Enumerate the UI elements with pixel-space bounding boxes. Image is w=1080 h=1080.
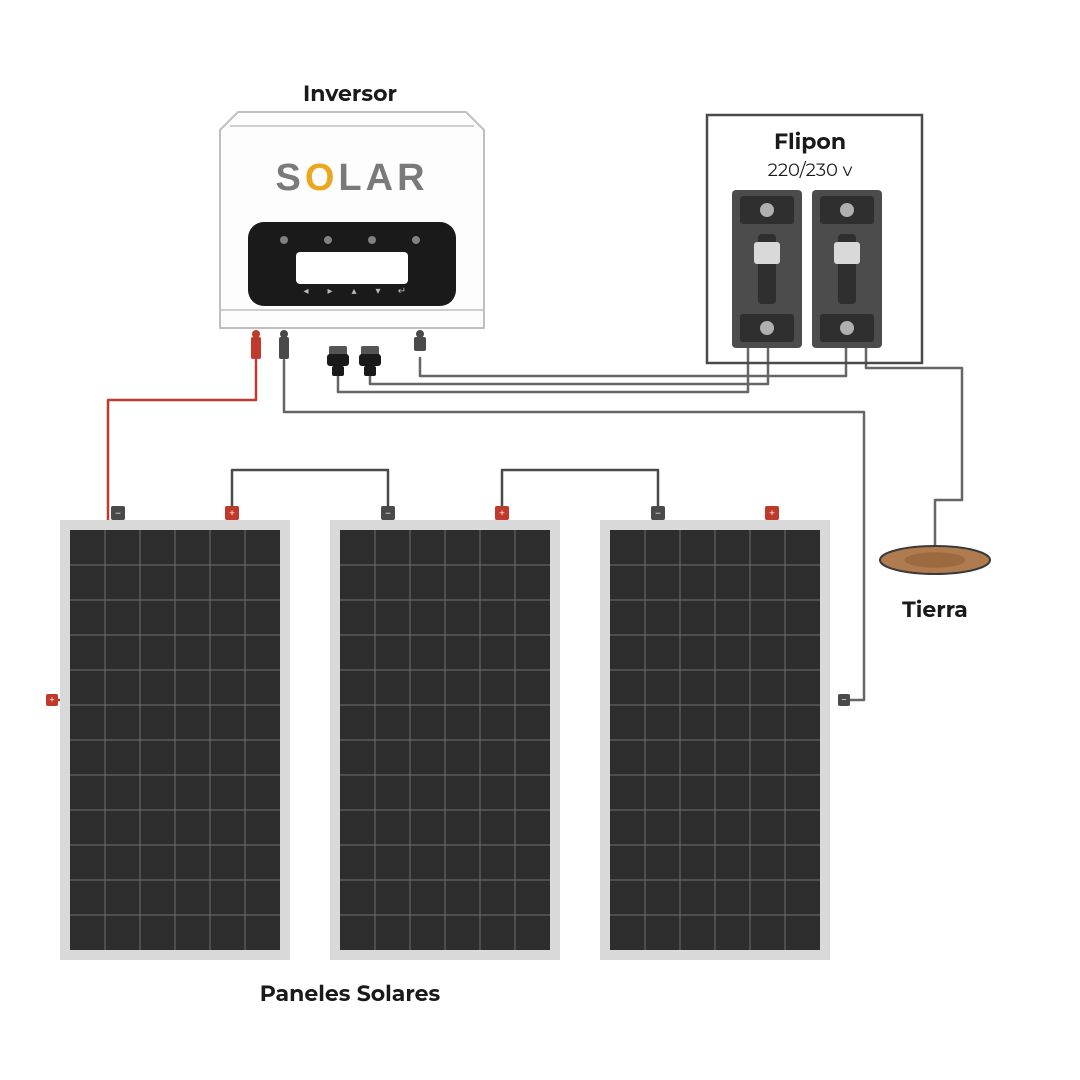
- wire-panel2_pos_to_panel3_neg: [502, 470, 658, 506]
- inverter-brand: SOLAR: [275, 157, 428, 199]
- breaker-switch-0: [732, 190, 802, 348]
- svg-text:+: +: [49, 693, 55, 706]
- inverter-led-3: [412, 236, 420, 244]
- wire-ground_wire: [866, 348, 962, 556]
- svg-text:−: −: [115, 506, 121, 520]
- svg-text:↵: ↵: [398, 284, 406, 297]
- svg-text:−: −: [655, 506, 661, 520]
- svg-text:▸: ▸: [327, 284, 332, 297]
- svg-text:+: +: [229, 506, 235, 520]
- svg-text:+: +: [769, 506, 775, 520]
- inverter-screen: [296, 252, 408, 284]
- breaker-box: [707, 115, 922, 363]
- solar-panel-1: −+: [330, 506, 560, 960]
- svg-text:▴: ▴: [351, 284, 356, 297]
- svg-text:+: +: [499, 506, 505, 520]
- svg-text:−: −: [841, 693, 847, 706]
- inverter-port-dc_pos: [251, 337, 261, 359]
- svg-text:◂: ◂: [303, 284, 308, 297]
- svg-text:▾: ▾: [375, 284, 380, 297]
- wire-panel1_pos_to_panel2_neg: [232, 470, 388, 506]
- wire-ac_L1: [338, 348, 748, 392]
- solar-wiring-diagram: +−SOLAR◂▸▴▾↵−+−+−+: [0, 0, 1080, 1080]
- inverter-led-1: [324, 236, 332, 244]
- breaker-switch-1: [812, 190, 882, 348]
- inverter-led-2: [368, 236, 376, 244]
- inverter-port-dc_neg: [279, 337, 289, 359]
- inverter-port-aux: [414, 337, 426, 351]
- ground-electrode: [880, 546, 990, 574]
- solar-panel-0: −+: [60, 506, 290, 960]
- wire-ac_L2: [370, 348, 768, 384]
- svg-text:−: −: [385, 506, 391, 520]
- inverter: SOLAR ◂ ▸ ▴ ▾ ↵: [220, 112, 484, 376]
- solar-panel-2: −+: [600, 506, 830, 960]
- inverter-led-0: [280, 236, 288, 244]
